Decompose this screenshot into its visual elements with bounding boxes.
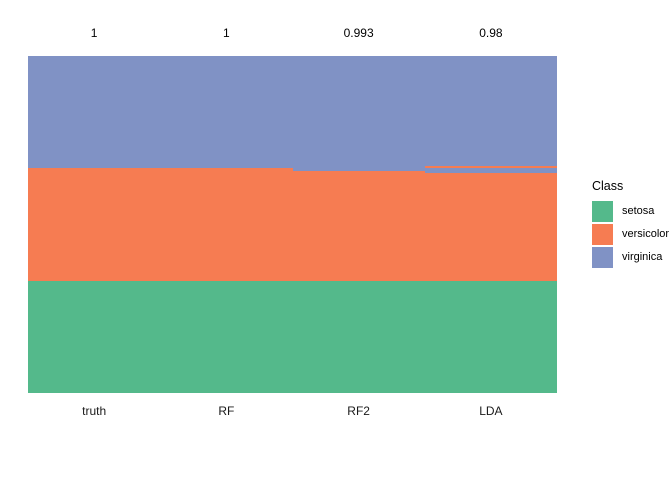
legend-entry-setosa: setosa [592, 201, 672, 222]
plot-column-RF [160, 56, 293, 393]
segment-setosa [424, 280, 557, 393]
accuracy-label-RF: 1 [223, 26, 230, 40]
legend-entries: setosa versicolor virginica [592, 201, 672, 268]
legend-swatch-setosa [592, 201, 613, 222]
segment-versicolor [160, 168, 293, 281]
segment-setosa [28, 280, 161, 393]
segment-versicolor [292, 170, 425, 281]
plot-area [28, 56, 557, 393]
legend-entry-versicolor: versicolor [592, 224, 672, 245]
plot-column-LDA [424, 56, 557, 393]
segment-virginica [292, 56, 425, 171]
legend: Class setosa versicolor virginica [592, 179, 672, 270]
plot-column-RF2 [292, 56, 425, 393]
legend-title: Class [592, 179, 624, 193]
accuracy-label-LDA: 0.98 [479, 26, 503, 40]
segment-virginica [424, 168, 557, 173]
x-axis-label-LDA: LDA [479, 404, 503, 418]
accuracy-label-RF2: 0.993 [343, 26, 374, 40]
segment-virginica [160, 56, 293, 169]
accuracy-label-row: 1 1 0.993 0.98 [28, 26, 557, 40]
segment-setosa [160, 280, 293, 393]
legend-entry-virginica: virginica [592, 247, 672, 268]
legend-swatch-virginica [592, 247, 613, 268]
legend-swatch-versicolor [592, 224, 613, 245]
legend-label-virginica: virginica [622, 251, 663, 263]
segment-versicolor [424, 172, 557, 281]
x-axis-label-truth: truth [82, 404, 107, 418]
x-axis-label-RF: RF [218, 404, 235, 418]
segment-virginica [424, 56, 557, 167]
legend-label-setosa: setosa [622, 205, 655, 217]
x-axis-labels: truth RF RF2 LDA [28, 404, 557, 418]
accuracy-label-truth: 1 [90, 26, 98, 40]
plot-column-truth [28, 56, 161, 393]
segment-versicolor [28, 168, 161, 281]
segment-setosa [292, 280, 425, 393]
segment-virginica [28, 56, 161, 169]
legend-label-versicolor: versicolor [622, 228, 670, 240]
segment-versicolor [424, 166, 557, 169]
x-axis-label-RF2: RF2 [347, 404, 370, 418]
